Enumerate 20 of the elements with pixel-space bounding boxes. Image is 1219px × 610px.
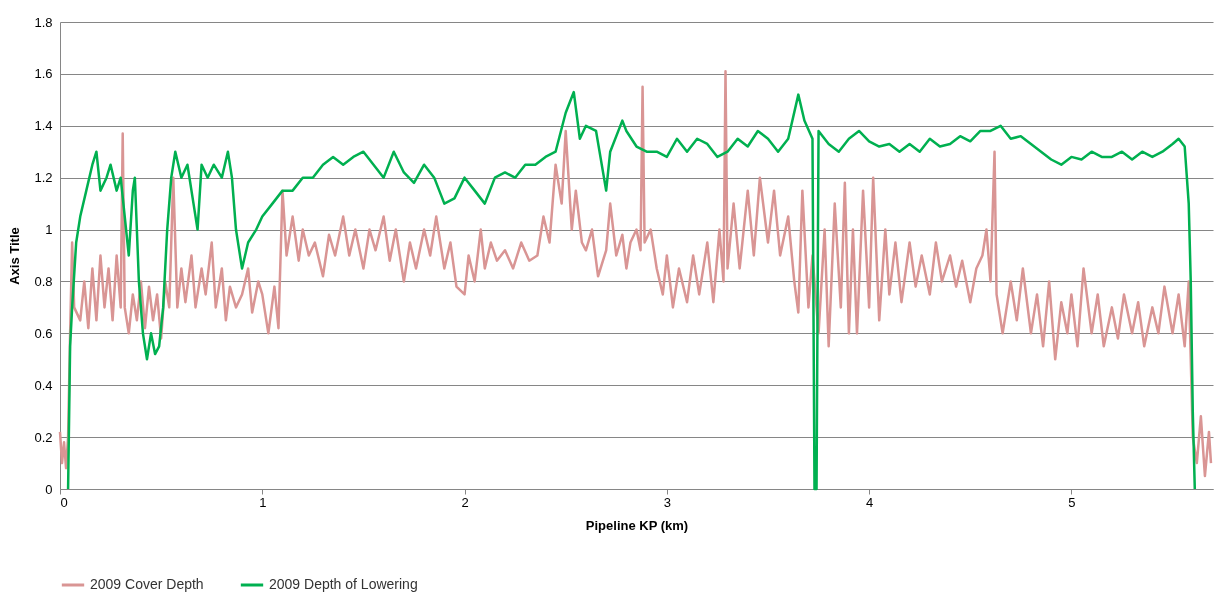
- x-tick-label: 5: [1068, 494, 1076, 510]
- x-axis-title: Pipeline KP (km): [585, 517, 689, 533]
- y-tick-label: 1.2: [34, 170, 53, 186]
- legend-label: 2009 Cover Depth: [90, 576, 204, 592]
- y-tick-label: 0.4: [34, 377, 53, 393]
- y-tick-label: 0.8: [34, 273, 53, 289]
- x-tick-label: 0: [60, 494, 68, 510]
- y-tick-label: 0.6: [34, 325, 53, 341]
- y-tick-label: 0: [45, 481, 53, 497]
- y-tick-label: 0.2: [34, 429, 53, 445]
- x-tick-label: 3: [663, 494, 671, 510]
- y-tick-label: 1.6: [34, 66, 53, 82]
- y-tick-label: 1: [45, 222, 53, 238]
- y-tick-label: 1.4: [34, 118, 53, 134]
- x-tick-label: 1: [259, 494, 267, 510]
- y-axis-title: Axis Title: [7, 227, 23, 285]
- y-tick-label: 1.8: [34, 14, 53, 30]
- x-tick-label: 2: [461, 494, 469, 510]
- x-tick-label: 4: [866, 494, 874, 510]
- legend-label: 2009 Depth of Lowering: [269, 576, 418, 592]
